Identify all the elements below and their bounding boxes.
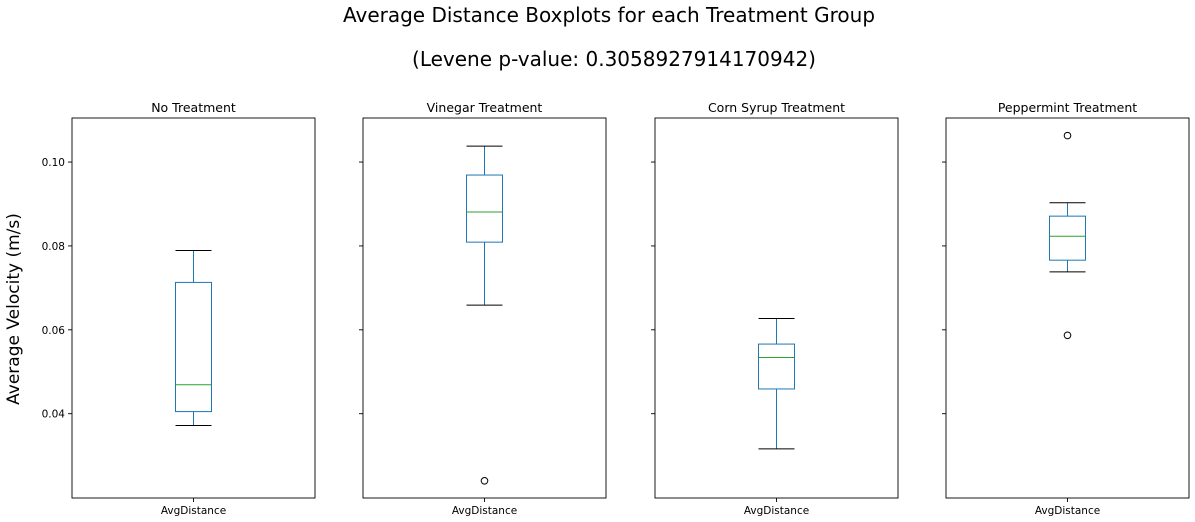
panel-2-outlier-1: [480, 477, 489, 485]
panel-4-title: Peppermint Treatment: [998, 100, 1137, 115]
panel-1-xtick-label: AvgDistance: [161, 505, 226, 517]
ytick-label-2: 0.06: [42, 325, 66, 337]
panel-3-xtick-label: AvgDistance: [744, 505, 809, 517]
panel-4-xtick-label: AvgDistance: [1035, 505, 1100, 517]
panel-4-box: [1049, 215, 1086, 261]
ytick-label-1: 0.04: [42, 409, 66, 421]
panel-1-axes-frame: [71, 117, 316, 499]
panel-4-outlier-2: [1063, 131, 1072, 140]
y-axis-label: Average Velocity (m/s): [4, 213, 24, 405]
panel-2-title: Vinegar Treatment: [427, 100, 543, 115]
panel-4-outlier-1: [1063, 331, 1072, 340]
figure-title: Average Distance Boxplots for each Treat…: [343, 3, 875, 27]
panel-4-axes-frame: [945, 117, 1190, 499]
panel-2-xtick-label: AvgDistance: [452, 505, 517, 517]
figure-subtitle: (Levene p-value: 0.3058927914170942): [412, 47, 816, 71]
panel-2-box: [466, 174, 503, 243]
panel-1-box: [175, 281, 212, 413]
panel-1-title: No Treatment: [151, 100, 236, 115]
panel-3-box: [758, 343, 795, 390]
subplot-panels: No Treatment 0.04 0.06 0.08 0.10 AvgDistance V…: [42, 100, 1190, 517]
ytick-label-3: 0.08: [42, 241, 65, 253]
ytick-label-4: 0.10: [42, 157, 65, 169]
panel-3-title: Corn Syrup Treatment: [708, 100, 845, 115]
